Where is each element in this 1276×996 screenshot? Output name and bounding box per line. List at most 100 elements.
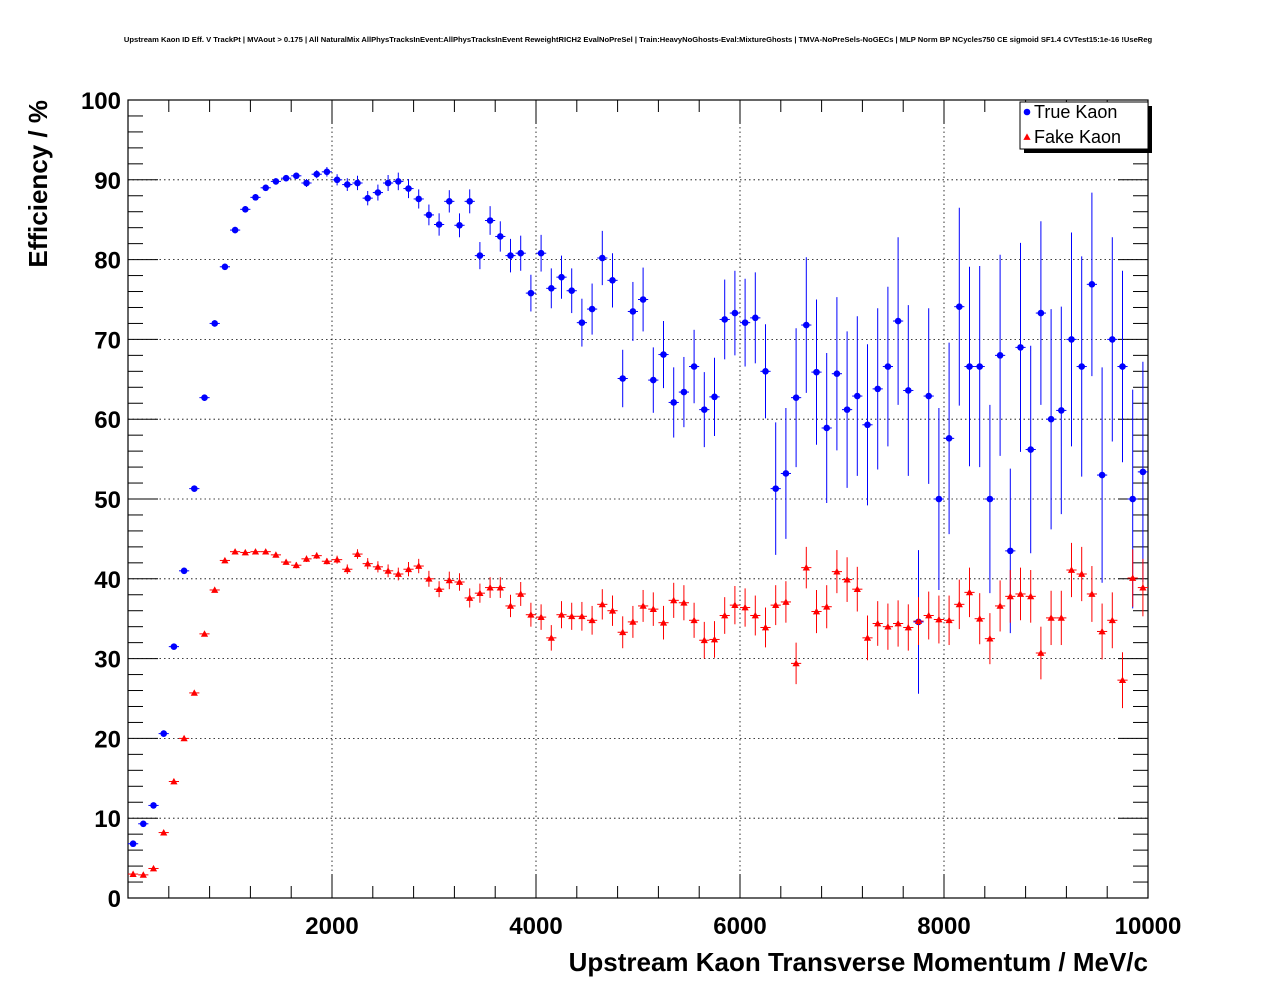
marker-circle bbox=[1078, 363, 1085, 370]
data-point bbox=[342, 564, 353, 575]
data-point bbox=[536, 234, 547, 272]
y-tick-label: 40 bbox=[94, 567, 121, 594]
marker-triangle bbox=[761, 623, 770, 631]
data-point bbox=[403, 562, 414, 577]
marker-circle bbox=[1027, 446, 1034, 453]
data-point bbox=[413, 189, 424, 209]
marker-circle bbox=[160, 730, 167, 737]
marker-circle bbox=[782, 470, 790, 477]
marker-triangle bbox=[282, 558, 290, 565]
data-point bbox=[1035, 626, 1046, 680]
data-point bbox=[801, 257, 812, 393]
marker-triangle bbox=[680, 599, 688, 606]
marker-triangle bbox=[1139, 583, 1147, 591]
marker-circle bbox=[252, 194, 259, 201]
marker-triangle bbox=[231, 548, 239, 555]
data-point bbox=[872, 308, 883, 470]
marker-triangle bbox=[517, 590, 525, 597]
marker-triangle bbox=[608, 607, 617, 614]
data-point bbox=[505, 594, 516, 618]
marker-circle bbox=[690, 363, 698, 370]
marker-triangle bbox=[955, 600, 963, 608]
data-point bbox=[964, 567, 975, 618]
y-axis-label: Efficiency / % bbox=[23, 100, 53, 268]
data-point bbox=[158, 730, 169, 737]
marker-circle bbox=[588, 305, 596, 313]
data-point bbox=[597, 230, 608, 286]
marker-circle bbox=[752, 314, 759, 322]
marker-triangle bbox=[374, 563, 382, 570]
data-point bbox=[750, 272, 761, 364]
data-point bbox=[882, 286, 893, 447]
marker-circle bbox=[486, 217, 494, 224]
data-point bbox=[719, 279, 730, 360]
marker-circle bbox=[1068, 336, 1075, 343]
marker-circle bbox=[864, 421, 871, 429]
marker-triangle bbox=[353, 550, 362, 557]
data-point bbox=[372, 184, 383, 201]
marker-circle bbox=[1007, 547, 1014, 555]
data-point bbox=[434, 213, 445, 236]
marker-circle bbox=[578, 319, 586, 326]
data-point bbox=[852, 316, 863, 476]
data-point bbox=[240, 206, 251, 213]
marker-triangle bbox=[731, 601, 739, 609]
data-point bbox=[597, 589, 608, 620]
data-point bbox=[576, 601, 587, 631]
marker-triangle bbox=[1057, 614, 1065, 621]
marker-triangle bbox=[241, 548, 249, 556]
marker-circle bbox=[803, 321, 810, 329]
marker-triangle bbox=[180, 734, 188, 742]
marker-triangle bbox=[394, 570, 402, 577]
data-points bbox=[128, 167, 1148, 878]
marker-triangle bbox=[527, 611, 535, 618]
marker-triangle bbox=[455, 578, 464, 585]
data-point bbox=[138, 871, 149, 878]
marker-circle bbox=[333, 176, 341, 184]
marker-circle bbox=[425, 211, 433, 219]
series-true-kaon bbox=[128, 167, 1148, 848]
marker-circle bbox=[894, 317, 902, 325]
data-point bbox=[984, 613, 995, 665]
x-tick-label: 10000 bbox=[1115, 913, 1182, 940]
data-point bbox=[984, 404, 995, 594]
marker-triangle bbox=[782, 598, 790, 605]
marker-triangle bbox=[476, 589, 484, 597]
data-point bbox=[515, 581, 526, 606]
data-point bbox=[770, 585, 781, 626]
marker-triangle bbox=[323, 557, 331, 565]
y-tick-label: 50 bbox=[94, 487, 121, 514]
legend-label: True Kaon bbox=[1034, 102, 1117, 122]
data-point bbox=[291, 561, 302, 569]
data-point bbox=[148, 802, 159, 809]
data-point bbox=[1066, 542, 1077, 598]
marker-triangle bbox=[925, 611, 933, 619]
marker-circle bbox=[1058, 407, 1065, 414]
marker-circle bbox=[395, 178, 402, 185]
data-point bbox=[321, 557, 332, 565]
marker-circle bbox=[854, 392, 861, 400]
marker-triangle bbox=[1047, 614, 1055, 621]
legend-marker-circle bbox=[1023, 108, 1031, 116]
data-point bbox=[270, 551, 281, 558]
marker-triangle bbox=[1098, 627, 1106, 635]
marker-triangle bbox=[547, 634, 555, 641]
data-point bbox=[342, 178, 353, 191]
data-point bbox=[525, 602, 536, 627]
data-point bbox=[699, 372, 710, 448]
data-point bbox=[1097, 367, 1108, 583]
marker-triangle bbox=[863, 634, 872, 641]
data-point bbox=[770, 422, 781, 555]
tick-labels: 2000 4000 6000 8000 10000 0 10 20 30 40 50 60 70 80 90… bbox=[81, 88, 1181, 940]
y-tick-label: 90 bbox=[94, 168, 121, 195]
data-point bbox=[566, 268, 577, 314]
data-point bbox=[1035, 221, 1046, 405]
marker-triangle bbox=[884, 623, 892, 630]
data-point bbox=[740, 588, 751, 627]
data-point bbox=[729, 270, 740, 356]
data-point bbox=[1056, 306, 1067, 515]
marker-circle bbox=[833, 370, 841, 378]
marker-circle bbox=[721, 316, 728, 323]
marker-triangle bbox=[629, 618, 637, 625]
data-point bbox=[882, 603, 893, 650]
